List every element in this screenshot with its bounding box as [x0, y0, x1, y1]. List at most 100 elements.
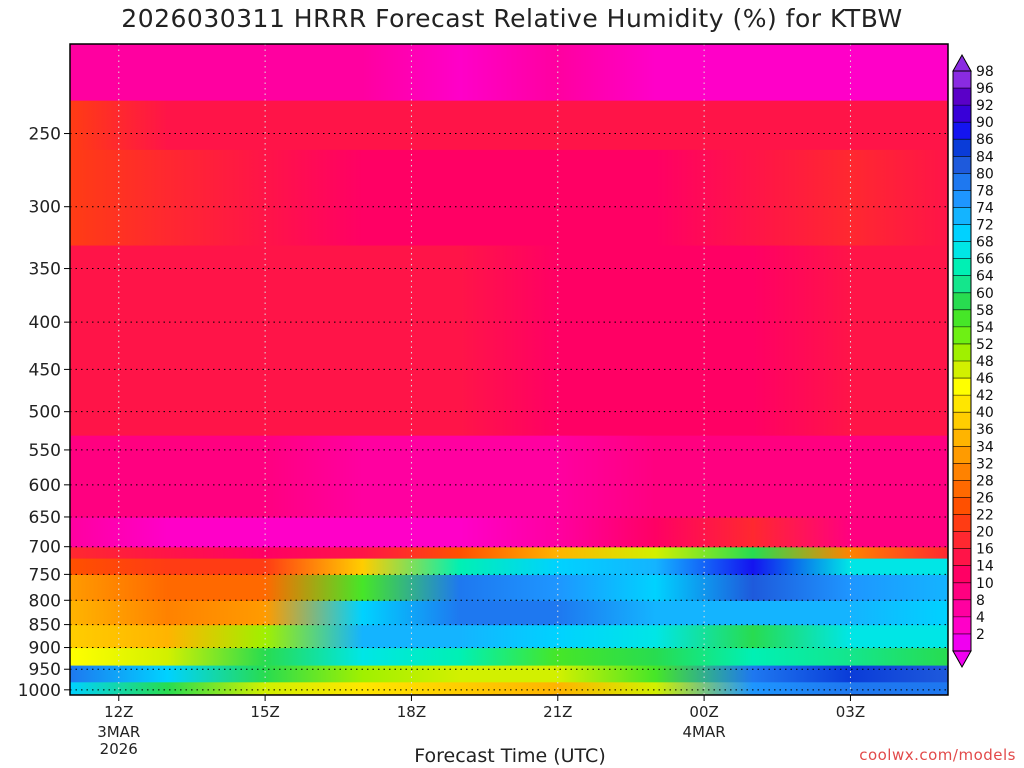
- colorbar-swatch: [953, 531, 971, 550]
- colorbar-swatch: [953, 224, 971, 243]
- colorbar-label: 72: [976, 218, 994, 234]
- colorbar-label: 32: [976, 456, 994, 472]
- x-tick-label: 12Z: [104, 703, 133, 721]
- colorbar-swatch: [953, 309, 971, 328]
- colorbar-label: 64: [976, 269, 994, 285]
- y-tick-label: 800: [29, 591, 61, 611]
- colorbar-label: 36: [976, 422, 994, 438]
- y-tick-label: 400: [29, 313, 61, 333]
- colorbar-swatch: [953, 446, 971, 464]
- rh-band-rh_230_260: [70, 100, 948, 150]
- colorbar-label: 28: [976, 473, 994, 489]
- colorbar-label: 86: [976, 132, 994, 148]
- colorbar-label: 10: [976, 576, 994, 592]
- colorbar-swatch: [953, 395, 971, 413]
- chart-title: 2026030311 HRRR Forecast Relative Humidi…: [121, 4, 903, 33]
- colorbar-label: 80: [976, 166, 994, 182]
- rh-band-rh_260_330: [70, 149, 948, 246]
- x-axis-label: Forecast Time (UTC): [414, 745, 606, 767]
- colorbar: 9896929086848078747268666460585452484642…: [952, 53, 994, 669]
- y-tick-label: 700: [29, 538, 61, 558]
- colorbar-label: 78: [976, 183, 994, 199]
- colorbar-bottom-arrow: [952, 650, 972, 669]
- colorbar-swatch: [953, 343, 971, 362]
- colorbar-swatch: [953, 173, 971, 191]
- colorbar-swatch: [953, 258, 971, 277]
- x-tick-label: 15Z: [250, 703, 279, 721]
- colorbar-swatch: [953, 71, 971, 89]
- x-tick-label: 21Z: [543, 703, 572, 721]
- colorbar-label: 42: [976, 388, 994, 404]
- colorbar-label: 52: [976, 337, 994, 353]
- y-tick-label: 850: [29, 616, 61, 636]
- colorbar-label: 54: [976, 320, 994, 336]
- colorbar-label: 66: [976, 252, 994, 268]
- colorbar-swatch: [953, 241, 971, 260]
- colorbar-label: 8: [976, 593, 985, 609]
- colorbar-label: 14: [976, 559, 994, 575]
- colorbar-swatch: [953, 105, 971, 123]
- y-tick-label: 600: [29, 476, 61, 496]
- colorbar-label: 22: [976, 508, 994, 524]
- colorbar-label: 34: [976, 439, 994, 455]
- y-tick-label: 950: [29, 660, 61, 680]
- colorbar-label: 68: [976, 235, 994, 251]
- colorbar-label: 58: [976, 303, 994, 319]
- x-tick-date-label: 3MAR: [97, 723, 140, 741]
- colorbar-swatch: [953, 361, 971, 379]
- y-tick-label: 750: [29, 565, 61, 585]
- rh-band-rh_800_850: [70, 600, 948, 626]
- colorbar-swatch: [953, 156, 971, 174]
- rh-band-rh_200_230: [70, 44, 948, 101]
- y-axis: 250 300 350 400 450 500 550 600 650 700 750 800 850 9…: [18, 125, 70, 701]
- colorbar-label: 98: [976, 64, 994, 80]
- colorbar-swatch: [953, 412, 971, 430]
- colorbar-swatch: [953, 207, 971, 226]
- colorbar-swatch: [953, 190, 971, 208]
- colorbar-label: 20: [976, 525, 994, 541]
- y-tick-label: 500: [29, 403, 61, 423]
- rh-band-rh_330_530: [70, 244, 948, 436]
- colorbar-label: 90: [976, 115, 994, 131]
- y-tick-label: 1000: [18, 681, 61, 701]
- colorbar-label: 84: [976, 149, 994, 165]
- y-tick-label: 350: [29, 260, 61, 280]
- credit-label: coolwx.com/models: [859, 746, 1016, 764]
- colorbar-swatch: [953, 88, 971, 106]
- y-tick-label: 650: [29, 508, 61, 528]
- plot-grid: [70, 44, 948, 695]
- y-tick-label: 300: [29, 198, 61, 218]
- colorbar-swatch: [953, 565, 971, 584]
- rh-band-rh_900_940: [70, 647, 948, 666]
- colorbar-swatch: [953, 514, 971, 533]
- x-tick-label: 03Z: [836, 703, 865, 721]
- x-tick-date-label: 4MAR: [683, 723, 726, 741]
- colorbar-label: 46: [976, 371, 994, 387]
- rh-band-rh_720_750: [70, 557, 948, 575]
- colorbar-label: 16: [976, 542, 994, 558]
- rh-band-rh_750_800: [70, 574, 948, 601]
- x-tick-label: 00Z: [689, 703, 718, 721]
- colorbar-label: 96: [976, 81, 994, 97]
- colorbar-swatch: [953, 292, 971, 311]
- colorbar-label: 26: [976, 490, 994, 506]
- colorbar-label: 60: [976, 286, 994, 302]
- colorbar-swatch: [953, 599, 971, 618]
- colorbar-swatch: [953, 326, 971, 345]
- colorbar-swatch: [953, 429, 971, 447]
- colorbar-label: 2: [976, 627, 985, 643]
- rh-band-rh_700_720: [70, 546, 948, 559]
- x-tick-year-label: 2026: [100, 740, 138, 758]
- rh-band-rh_980_1010: [70, 681, 948, 695]
- y-tick-label: 250: [29, 125, 61, 145]
- colorbar-swatch: [953, 275, 971, 294]
- colorbar-swatch: [953, 633, 971, 652]
- y-tick-label: 900: [29, 639, 61, 659]
- colorbar-swatch: [953, 616, 971, 635]
- colorbar-swatch: [953, 480, 971, 498]
- rh-band-rh_650_700: [70, 516, 948, 548]
- rh-band-rh_850_900: [70, 624, 948, 649]
- x-tick-label: 18Z: [397, 703, 426, 721]
- colorbar-swatch: [953, 463, 971, 481]
